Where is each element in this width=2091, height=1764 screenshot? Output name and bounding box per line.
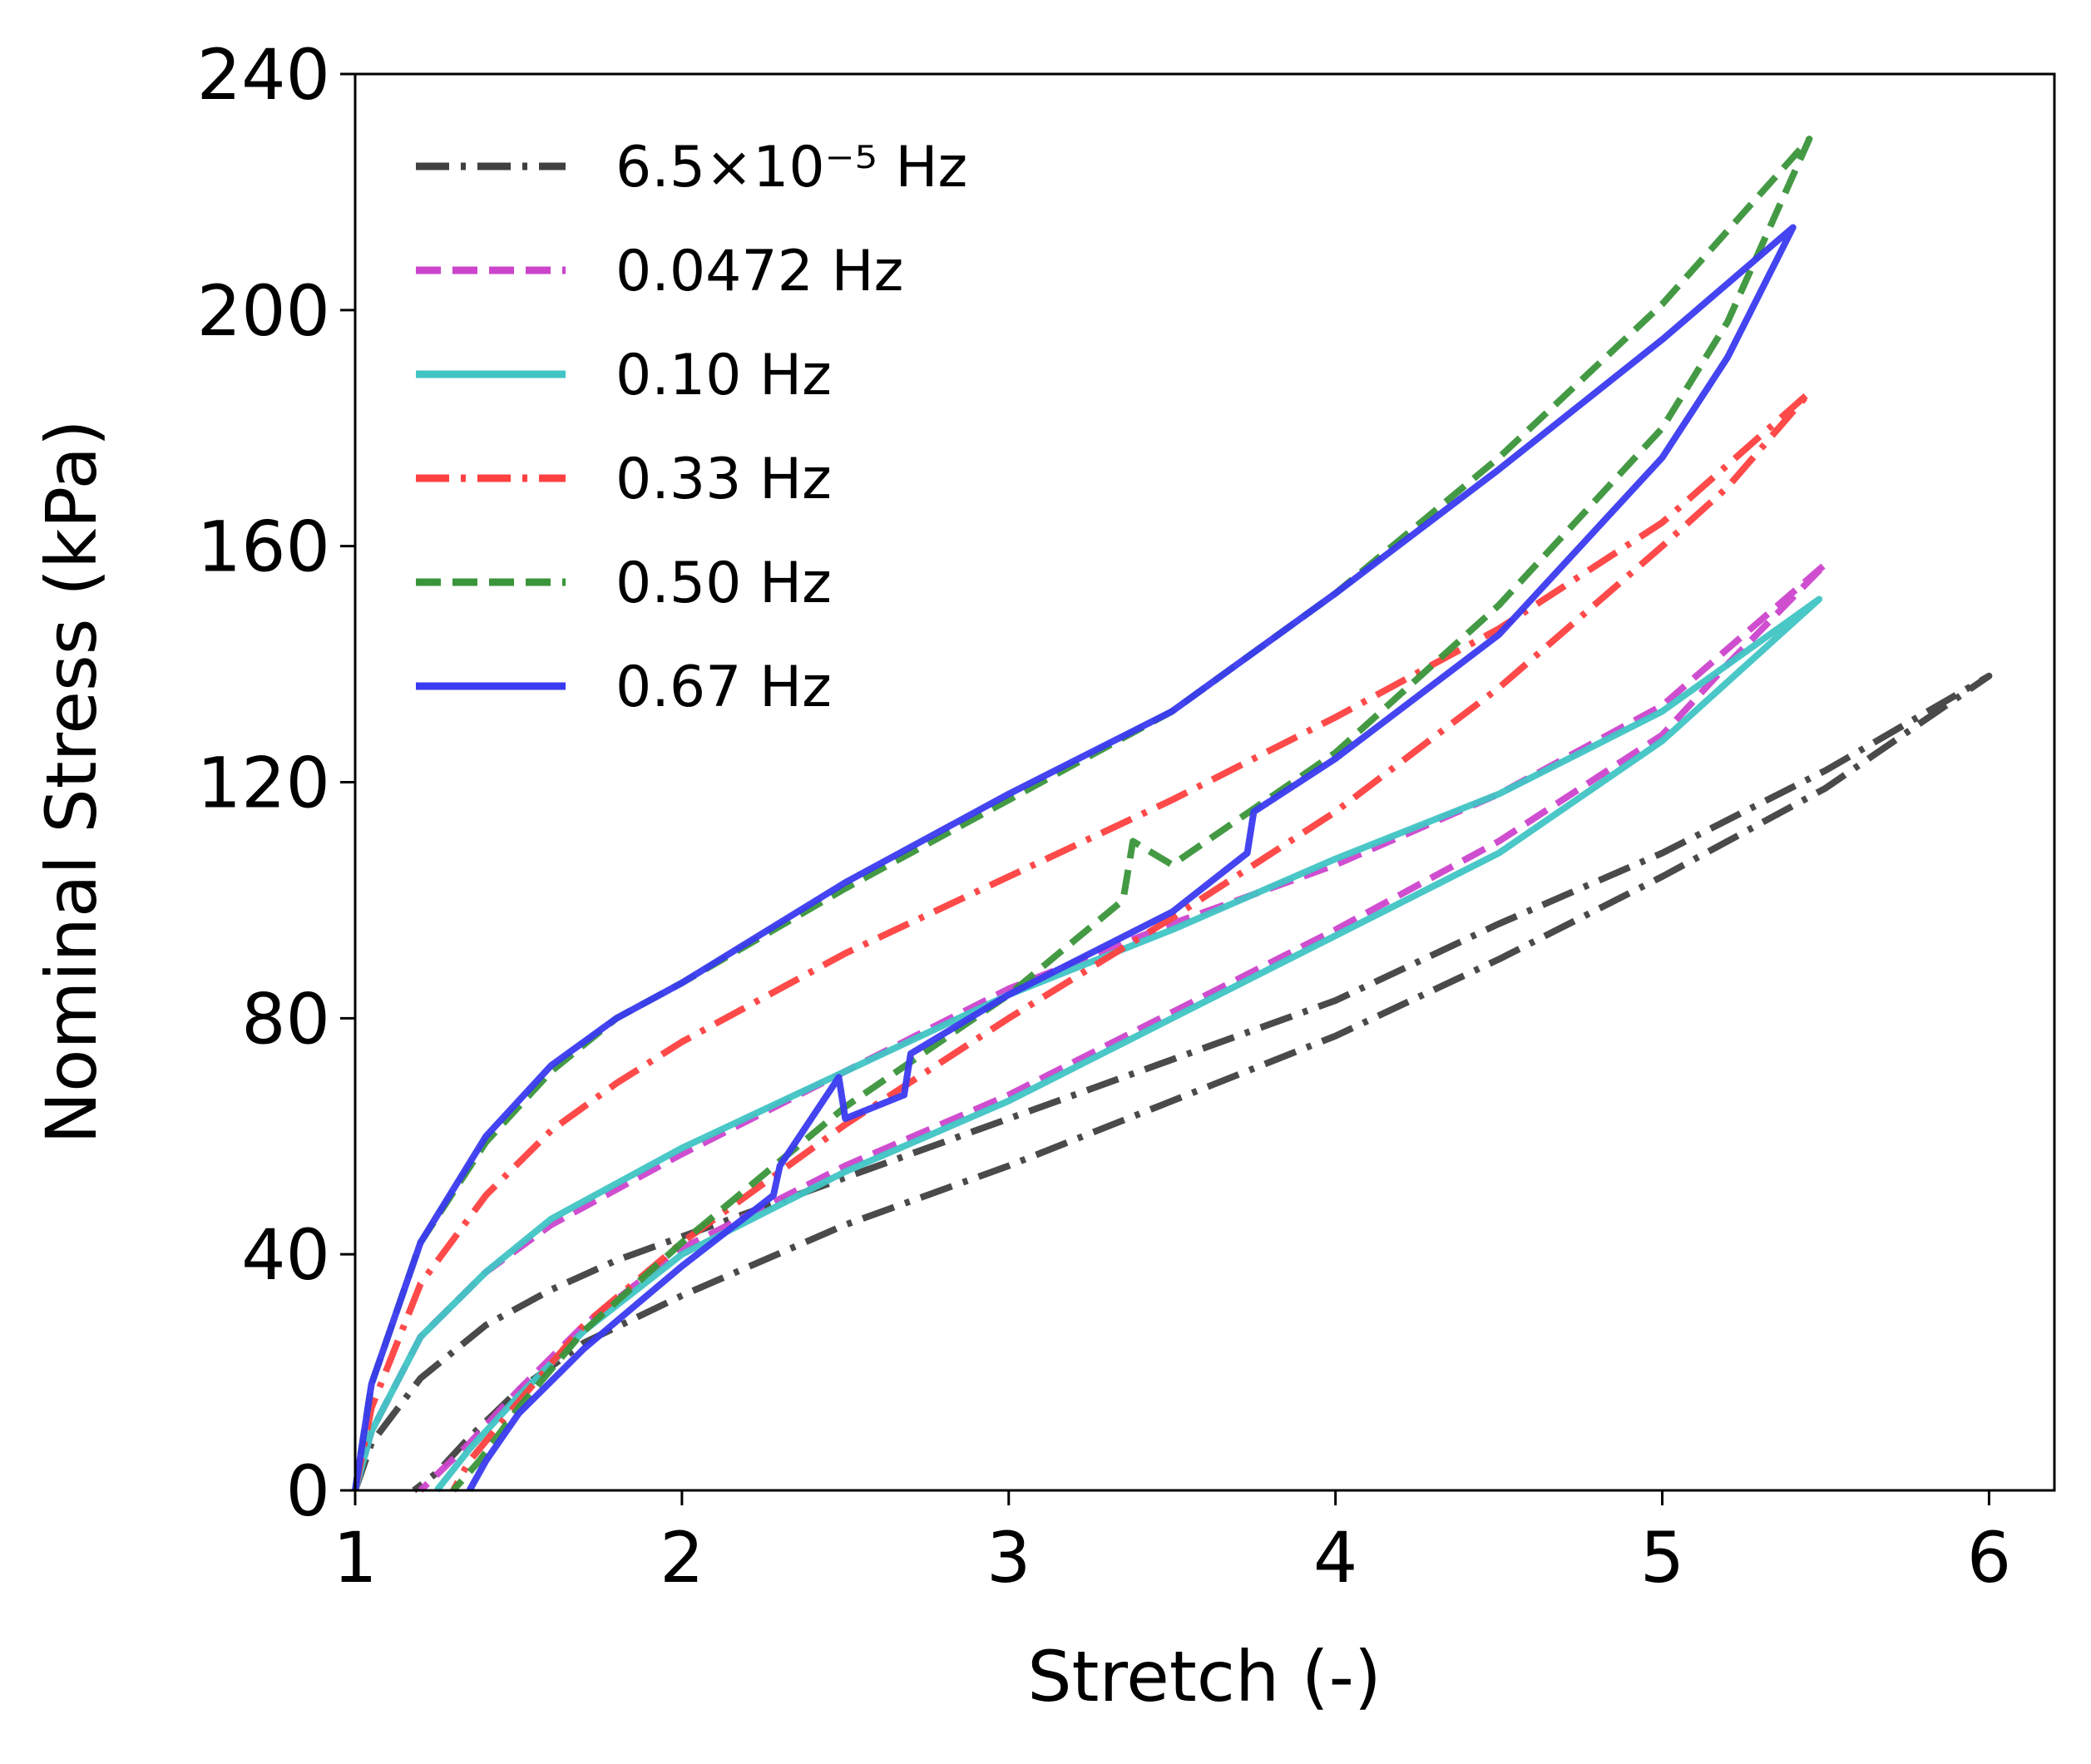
y-tick-label: 160 bbox=[197, 506, 330, 588]
legend-label: 0.33 Hz bbox=[615, 447, 832, 512]
y-tick-label: 240 bbox=[197, 34, 330, 116]
y-axis-label: Nominal Stress (kPa) bbox=[31, 419, 112, 1144]
legend: 6.5×10⁻⁵ Hz 0.0472 Hz 0.10 Hz 0.33 Hz 0.50 H… bbox=[416, 135, 967, 720]
legend-label: 6.5×10⁻⁵ Hz bbox=[615, 135, 967, 200]
x-tick-label: 3 bbox=[986, 1517, 1031, 1598]
x-tick-label: 1 bbox=[333, 1517, 377, 1598]
series-line-1 bbox=[352, 561, 1829, 1493]
y-tick-label: 0 bbox=[286, 1450, 330, 1532]
series-line-5 bbox=[352, 224, 1797, 1492]
legend-label: 0.10 Hz bbox=[615, 343, 832, 408]
series-line-2 bbox=[352, 595, 1823, 1493]
plot-frame bbox=[353, 72, 2056, 1492]
legend-label: 0.0472 Hz bbox=[615, 239, 903, 304]
x-axis-label: Stretch (-) bbox=[1027, 1636, 1382, 1717]
x-tick-label: 6 bbox=[1967, 1517, 2011, 1598]
x-tick-label: 5 bbox=[1640, 1517, 1684, 1598]
series-line-0 bbox=[352, 672, 1993, 1494]
y-tick-label: 120 bbox=[197, 743, 330, 824]
axis-ticks: 1 2 3 4 5 6 0 40 80 120 160 200 240 bbox=[197, 34, 2011, 1598]
series-line-4 bbox=[352, 136, 1813, 1493]
legend-label: 0.50 Hz bbox=[615, 551, 832, 616]
series-line-3 bbox=[352, 389, 1813, 1492]
x-tick-label: 4 bbox=[1313, 1517, 1357, 1598]
x-tick-label: 2 bbox=[660, 1517, 704, 1598]
y-tick-label: 40 bbox=[241, 1214, 330, 1296]
y-tick-label: 200 bbox=[197, 270, 330, 352]
series-layer bbox=[352, 136, 1993, 1494]
legend-label: 0.67 Hz bbox=[615, 655, 832, 720]
y-tick-label: 80 bbox=[241, 978, 330, 1060]
